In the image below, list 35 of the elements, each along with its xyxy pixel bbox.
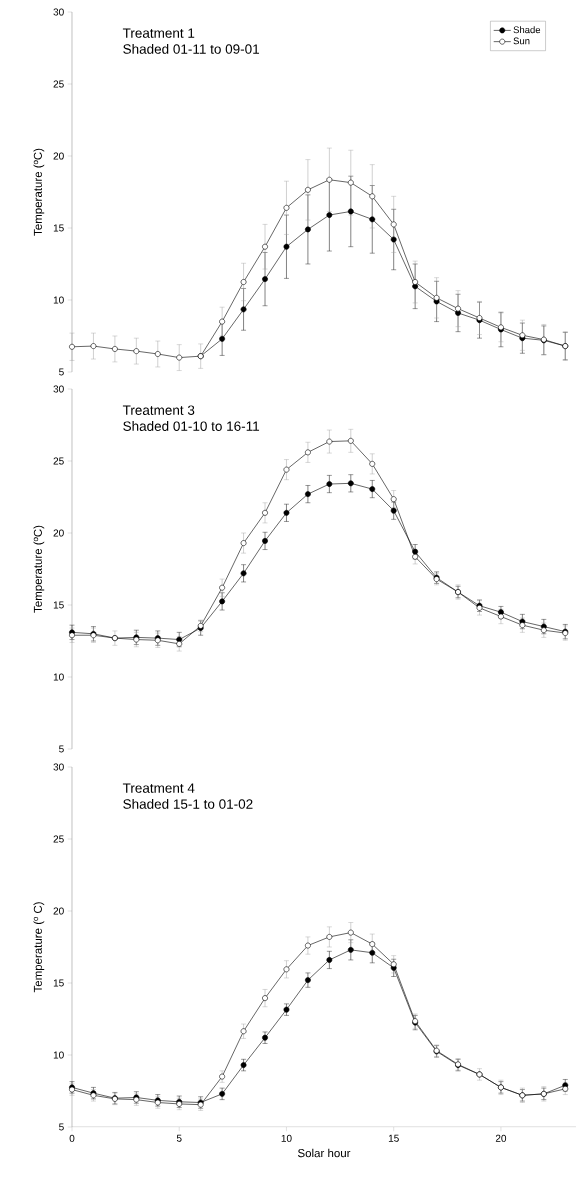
y-tick-label: 5 [59,1123,64,1131]
text: Treatment 4 [122,783,195,793]
text: Treatment 1 [122,28,195,38]
y-tick-label: 30 [53,763,64,771]
y-tick-label: 20 [53,907,64,915]
y-tick-label: 15 [53,979,64,987]
y-tick-label: 10 [53,1051,64,1059]
text: Shaded 15-1 to 01-02 [123,798,253,809]
y-tick-label: 30 [53,385,64,393]
x-axis-title: Solar hour [297,1148,351,1158]
y-tick-label: 15 [53,601,64,609]
text: Shaded 01-10 to 16-11 [123,421,260,431]
y-axis-title: Temperature (º C) [33,902,45,993]
y-tick-label: 5 [59,745,64,753]
x-tick-label: 15 [388,1134,399,1142]
x-tick-label: 5 [176,1134,182,1142]
x-tick-label: 0 [69,1134,75,1142]
y-axis-title: Temperature (ºC) [33,148,45,236]
y-tick-label: 25 [53,835,64,843]
y-tick-label: 20 [53,529,64,537]
text: Treatment 3 [122,405,195,415]
y-tick-label: 5 [59,368,64,376]
y-axis-title: Temperature (ºC) [33,525,45,613]
legend-label: Shade [513,26,541,34]
y-tick-label: 15 [53,224,64,232]
legend-label: Sun [513,37,530,45]
y-tick-label: 20 [53,152,64,160]
y-tick-label: 30 [53,8,64,16]
x-tick-label: 10 [281,1134,292,1142]
x-tick-label: 20 [495,1134,507,1142]
y-tick-label: 25 [53,80,64,88]
y-tick-label: 10 [53,673,64,681]
y-tick-label: 10 [53,296,64,304]
y-tick-label: 25 [53,457,64,465]
text: Shaded 01-11 to 09-01 [123,43,260,54]
